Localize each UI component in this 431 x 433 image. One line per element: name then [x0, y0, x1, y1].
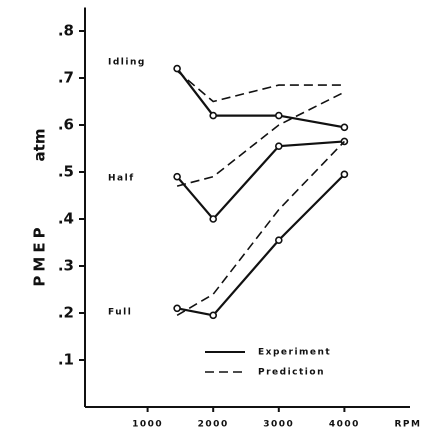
- y-tick-label: .7: [58, 69, 74, 87]
- y-tick-label: .6: [58, 116, 74, 134]
- x-tick-label: 1000: [132, 420, 163, 430]
- experiment-point: [173, 64, 181, 73]
- experiment-point: [209, 311, 217, 320]
- experiment-point: [274, 236, 283, 244]
- experiment-point: [173, 172, 181, 181]
- x-axis-label: RPM: [395, 420, 422, 430]
- y-tick-label: .1: [58, 351, 74, 369]
- group-label: Idling: [108, 58, 146, 68]
- prediction-line: [176, 140, 345, 317]
- legend-label: Experiment: [258, 348, 331, 358]
- prediction-line: [176, 91, 345, 187]
- legend-label: Prediction: [258, 368, 325, 378]
- x-tick-label: 4000: [329, 420, 360, 430]
- experiment-line: [176, 140, 345, 221]
- group-label: Half: [108, 174, 135, 184]
- experiment-point: [274, 111, 283, 120]
- experiment-point: [173, 304, 181, 313]
- experiment-point: [340, 170, 349, 179]
- experiment-line: [176, 67, 345, 129]
- y-tick-label: .4: [58, 210, 74, 228]
- experiment-line: [176, 173, 346, 317]
- experiment-point: [274, 142, 283, 150]
- prediction-line: [176, 70, 345, 103]
- y-tick-label: .2: [58, 304, 74, 322]
- y-axis-unit: atm: [31, 129, 49, 162]
- x-tick-label: 2000: [198, 420, 229, 430]
- y-tick-label: .5: [58, 163, 74, 181]
- experiment-point: [340, 123, 349, 132]
- experiment-point: [209, 111, 217, 120]
- group-label: Full: [108, 308, 132, 318]
- experiment-point: [209, 215, 217, 223]
- x-tick-label: 3000: [263, 420, 294, 430]
- y-axis-label: PMEP: [31, 223, 49, 286]
- y-tick-label: .3: [58, 257, 74, 275]
- y-tick-label: .8: [58, 22, 74, 40]
